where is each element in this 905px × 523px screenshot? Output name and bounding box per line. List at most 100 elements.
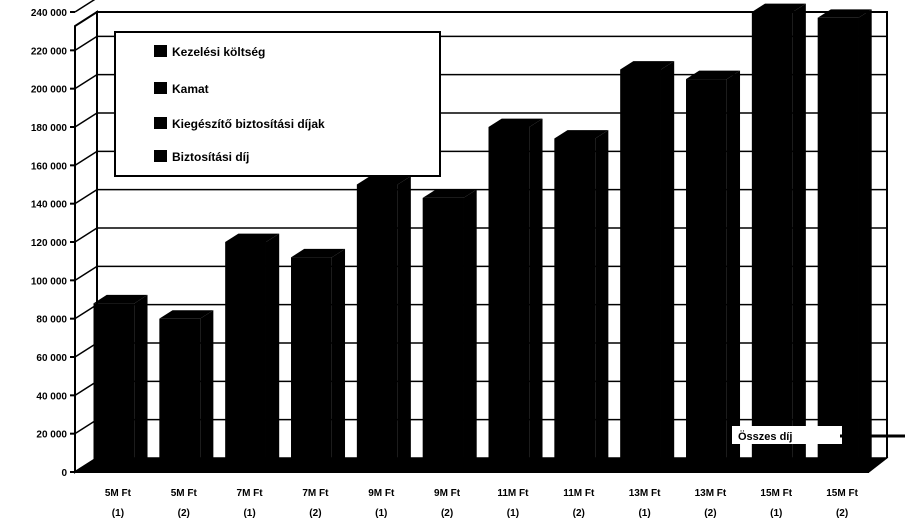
bar-front (817, 17, 859, 472)
annotation-background (732, 426, 842, 444)
gridline-side (74, 0, 96, 13)
bar (817, 9, 872, 472)
legend-entry: Biztosítási díj (172, 150, 249, 164)
bar-front (554, 138, 596, 472)
y-tick-label: 80 000 (36, 315, 67, 326)
x-tick-sublabel: (1) (243, 508, 255, 519)
y-tick-label: 0 (61, 468, 67, 479)
bar-side (529, 118, 543, 472)
x-tick-label: 5M Ft (171, 488, 198, 499)
y-tick-label: 40 000 (36, 391, 67, 402)
y-tick-label: 120 000 (31, 238, 68, 249)
legend-swatch (154, 117, 167, 129)
y-tick-label: 220 000 (31, 46, 68, 57)
gridline-side (74, 189, 98, 205)
gridline-side (74, 304, 98, 320)
y-axis-ticks: 0 20 000 40 000 60 000 80 000 100 000 120 000 1… (31, 8, 75, 479)
gridline-side (74, 150, 98, 166)
gridline-side (74, 419, 98, 435)
bar (225, 233, 280, 472)
bar-front (356, 184, 398, 472)
plot-back-wall (74, 10, 888, 474)
x-tick-label: 13M Ft (629, 488, 661, 499)
legend-swatch (154, 45, 167, 57)
annotation-label: Összes díj (738, 430, 792, 443)
bar (686, 70, 741, 472)
bar-front (291, 257, 332, 472)
gridline-side (74, 342, 98, 358)
bar-top (686, 70, 741, 80)
x-tick-sublabel: (1) (507, 508, 519, 519)
bars (93, 3, 872, 472)
bar-top (356, 176, 411, 185)
x-tick-sublabel: (2) (704, 508, 716, 519)
y-tick-label: 60 000 (36, 353, 67, 364)
bar-top (554, 130, 609, 139)
x-tick-sublabel: (1) (770, 508, 782, 519)
bar-front (488, 127, 530, 472)
bar (751, 3, 806, 472)
x-tick-label: 9M Ft (368, 488, 395, 499)
x-tick-label: 7M Ft (237, 488, 264, 499)
x-tick-label: 11M Ft (497, 488, 529, 499)
legend: Kezelési költség Kamat Kiegészítő biztos… (114, 31, 441, 177)
bar (93, 294, 148, 472)
x-tick-label: 9M Ft (434, 488, 461, 499)
bar-front (751, 12, 793, 472)
y-tick-label: 200 000 (31, 85, 68, 96)
bar-front (93, 303, 135, 472)
bar-front (422, 197, 464, 472)
bar (159, 310, 214, 472)
y-tick-label: 140 000 (31, 200, 68, 211)
bar-top (225, 233, 280, 242)
bar-top (488, 118, 543, 127)
bar-front (225, 242, 266, 472)
x-tick-label: 11M Ft (563, 488, 595, 499)
x-tick-sublabel: (1) (638, 508, 650, 519)
y-tick-label: 160 000 (31, 161, 68, 172)
bar (356, 176, 411, 472)
bar-front (620, 69, 661, 472)
bar-side (397, 176, 411, 472)
bar-side (595, 130, 609, 472)
x-tick-label: 15M Ft (760, 488, 792, 499)
legend-entry: Kamat (172, 82, 209, 96)
bar-side (792, 3, 806, 472)
x-tick-sublabel: (2) (836, 508, 848, 519)
bar-top (751, 3, 806, 12)
bar-side (265, 233, 280, 472)
bar (554, 130, 609, 472)
bar (620, 61, 675, 472)
y-tick-label: 180 000 (31, 123, 68, 134)
x-tick-sublabel: (2) (309, 508, 321, 519)
gridline-side (74, 74, 98, 90)
x-axis-labels: 5M Ft (1) 5M Ft (2) 7M Ft (1) 7M Ft (2) 9M Ft (1)… (105, 488, 859, 519)
legend-swatch (154, 150, 167, 162)
x-tick-label: 13M Ft (695, 488, 727, 499)
y-tick-label: 240 000 (31, 8, 68, 19)
bar-front (686, 79, 727, 472)
bar-top (93, 294, 148, 304)
x-tick-label: 7M Ft (302, 488, 329, 499)
gridline-side (74, 380, 98, 396)
gridline-side (74, 112, 98, 128)
bar-side (134, 294, 148, 472)
bar-side (726, 70, 741, 472)
bar-side (660, 61, 675, 472)
annotation: Összes díj (732, 426, 905, 444)
bar-top (159, 310, 214, 319)
bar (422, 189, 477, 472)
gridline-side (74, 227, 98, 243)
x-tick-sublabel: (2) (573, 508, 585, 519)
x-tick-label: 5M Ft (105, 488, 132, 499)
bar (291, 248, 346, 472)
y-tick-label: 20 000 (36, 430, 67, 441)
x-tick-sublabel: (1) (375, 508, 387, 519)
y-tick-label: 100 000 (31, 276, 68, 287)
x-tick-sublabel: (2) (441, 508, 453, 519)
bar-side (858, 9, 872, 472)
bar-top (620, 61, 675, 70)
x-tick-label: 15M Ft (826, 488, 858, 499)
legend-box (114, 31, 441, 177)
